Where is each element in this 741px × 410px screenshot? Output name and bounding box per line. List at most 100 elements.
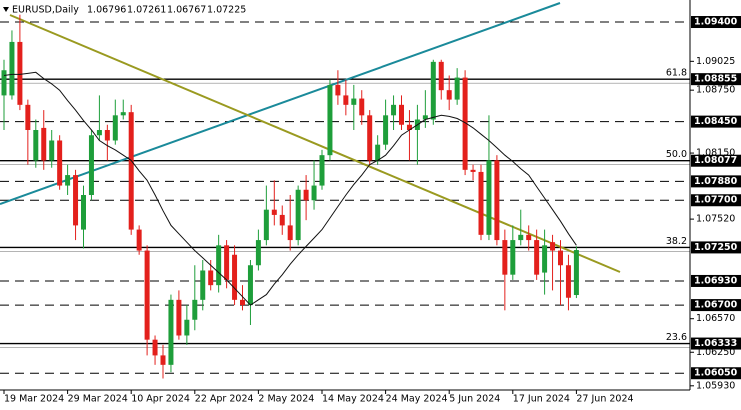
- candle-body: [327, 84, 333, 156]
- candle-body: [112, 115, 118, 141]
- candle-body: [422, 115, 428, 120]
- high-value: 1.07261: [127, 5, 166, 16]
- candle-body: [176, 299, 182, 336]
- candle-body: [192, 299, 198, 320]
- candle-body: [430, 61, 436, 120]
- level-label: 1.06333: [694, 338, 737, 349]
- candle-body: [41, 127, 47, 161]
- candle-body: [232, 254, 238, 300]
- candle-body: [542, 245, 548, 273]
- candle-body: [120, 112, 126, 116]
- candle-body: [446, 90, 452, 100]
- level-label: 1.08077: [694, 155, 737, 166]
- x-tick-label: 24 May 2024: [386, 394, 448, 405]
- candle-body: [152, 339, 158, 356]
- level-label-box: [691, 337, 741, 350]
- candle-body: [216, 245, 222, 286]
- chart-title: EURUSD,Daily: [12, 5, 79, 16]
- y-tick-label: 1.05930: [696, 380, 735, 391]
- candle-body: [65, 175, 71, 186]
- candle-body: [335, 84, 341, 96]
- trend-line: [9, 14, 621, 273]
- candle-body: [208, 270, 214, 286]
- y-tick-label: 1.08750: [696, 85, 735, 96]
- candle-body: [168, 299, 174, 365]
- candle-body: [96, 130, 102, 136]
- candle-body: [81, 195, 86, 230]
- candle-body: [160, 355, 166, 365]
- level-label: 1.08450: [694, 116, 738, 127]
- candle-body: [510, 240, 516, 275]
- plot: [1, 14, 579, 379]
- level-label: 1.07700: [694, 195, 738, 206]
- level-label-box: [691, 367, 741, 380]
- candle-body: [136, 229, 142, 251]
- candle-body: [573, 250, 579, 296]
- y-tick-label: 1.08150: [696, 148, 735, 159]
- candle-body: [565, 265, 571, 298]
- candle-body: [494, 160, 500, 241]
- level-label: 1.07250: [694, 242, 738, 253]
- level-label-box: [691, 154, 741, 167]
- candle-body: [184, 319, 190, 336]
- candle-body: [73, 175, 79, 226]
- candle-body: [343, 95, 349, 105]
- x-tick-label: 17 Jun 2024: [513, 394, 570, 405]
- candle-body: [391, 104, 397, 116]
- candle-body: [526, 234, 532, 241]
- candle-body: [17, 41, 23, 105]
- y-tick-label: 1.06570: [696, 313, 735, 324]
- candle-body: [255, 240, 261, 266]
- level-label-box: [691, 299, 741, 312]
- fib-label: 23.6: [666, 332, 687, 343]
- level-label-box: [691, 175, 741, 188]
- close-value: 1.07225: [207, 5, 246, 16]
- level-label: 1.08855: [694, 74, 737, 85]
- moving-average: [3, 71, 577, 306]
- level-label: 1.06050: [694, 368, 738, 379]
- candle-body: [224, 245, 230, 280]
- candle-body: [375, 144, 381, 161]
- candle-body: [399, 104, 404, 125]
- x-tick-label: 22 Apr 2024: [195, 394, 254, 405]
- low-value: 1.06767: [167, 5, 206, 16]
- level-label-box: [691, 115, 741, 128]
- fib-label: 61.8: [666, 68, 687, 79]
- y-tick-label: 1.06250: [696, 347, 735, 358]
- candle-body: [558, 250, 563, 266]
- candle-body: [319, 155, 325, 186]
- candle-body: [279, 214, 285, 226]
- x-tick-label: 29 Mar 2024: [68, 394, 128, 405]
- level-label-box: [691, 241, 741, 254]
- level-label: 1.06930: [694, 275, 738, 286]
- candle-body: [478, 171, 484, 235]
- candle-body: [454, 77, 460, 100]
- candle-body: [359, 98, 365, 116]
- candle-body: [406, 124, 412, 130]
- candle-body: [367, 115, 373, 161]
- menu-icon: [3, 7, 9, 12]
- level-label-box: [691, 194, 741, 207]
- candle-body: [240, 299, 245, 306]
- candle-body: [518, 234, 524, 241]
- open-value: 1.06796: [87, 5, 126, 16]
- x-tick-label: 10 Apr 2024: [131, 394, 190, 405]
- level-label: 1.09400: [694, 17, 738, 28]
- candle-body: [462, 77, 468, 170]
- candle-body: [502, 240, 508, 275]
- level-label: 1.07880: [694, 176, 738, 187]
- candle-body: [49, 140, 55, 161]
- candle-body: [247, 265, 253, 306]
- candle-body: [9, 41, 15, 96]
- candle-body: [550, 242, 556, 251]
- candle-body: [303, 189, 309, 201]
- fib-label: 50.0: [666, 149, 687, 160]
- level-label-box: [691, 16, 741, 29]
- candle-body: [351, 98, 357, 105]
- level-label-box: [691, 73, 741, 86]
- candle-body: [295, 189, 301, 241]
- candle-body: [271, 209, 277, 215]
- y-tick-label: 1.09025: [696, 56, 735, 67]
